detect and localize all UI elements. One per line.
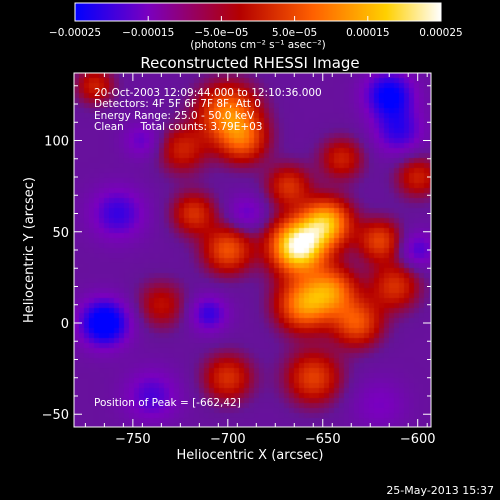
info-energy-range: Energy Range: 25.0 - 50.0 keV <box>94 110 255 122</box>
colorbar-tick-label: 0.00025 <box>419 27 462 39</box>
info-total-counts: Clean Total counts: 3.79E+03 <box>94 121 263 133</box>
x-tick-label: −650 <box>305 432 341 447</box>
heatmap-canvas <box>74 73 431 427</box>
y-tick-label: 50 <box>52 226 69 241</box>
chart-title: Reconstructed RHESSI Image <box>140 54 359 72</box>
footer-date: 25-May-2013 15:37 <box>386 484 494 497</box>
heatmap-image <box>73 72 432 428</box>
peak-position-label: Position of Peak = [-662,42] <box>94 397 241 409</box>
colorbar-tick-label: −5.0e−05 <box>194 27 248 39</box>
y-tick-label: 100 <box>44 135 69 150</box>
y-axis-label: Heliocentric Y (arcsec) <box>22 177 37 323</box>
x-tick-label: −750 <box>115 432 151 447</box>
info-detectors: Detectors: 4F 5F 6F 7F 8F, Att 0 <box>94 98 261 110</box>
x-axis-label: Heliocentric X (arcsec) <box>177 448 324 463</box>
colorbar-gradient <box>74 2 442 22</box>
x-tick-label: −600 <box>400 432 436 447</box>
axes: −750 −700 −650 −600 −50 0 50 100 <box>42 73 436 447</box>
colorbar: −0.00025 −0.00015 −5.0e−05 5.0e−05 0.00015 0.… <box>49 2 463 51</box>
colorbar-tick-label: 0.00015 <box>346 27 389 39</box>
y-tick-label: −50 <box>42 408 69 423</box>
colorbar-units: (photons cm⁻² s⁻¹ asec⁻²) <box>190 39 325 51</box>
colorbar-tick-label: 5.0e−05 <box>272 27 317 39</box>
colorbar-tick-label: −0.00015 <box>122 27 174 39</box>
colorbar-tick-label: −0.00025 <box>49 27 101 39</box>
colorbar-ticks: −0.00025 −0.00015 −5.0e−05 5.0e−05 0.00015 0.… <box>49 16 463 39</box>
x-tick-label: −700 <box>210 432 246 447</box>
y-tick-label: 0 <box>61 317 69 332</box>
info-time-range: 20-Oct-2003 12:09:44.000 to 12:10:36.000 <box>94 87 322 99</box>
